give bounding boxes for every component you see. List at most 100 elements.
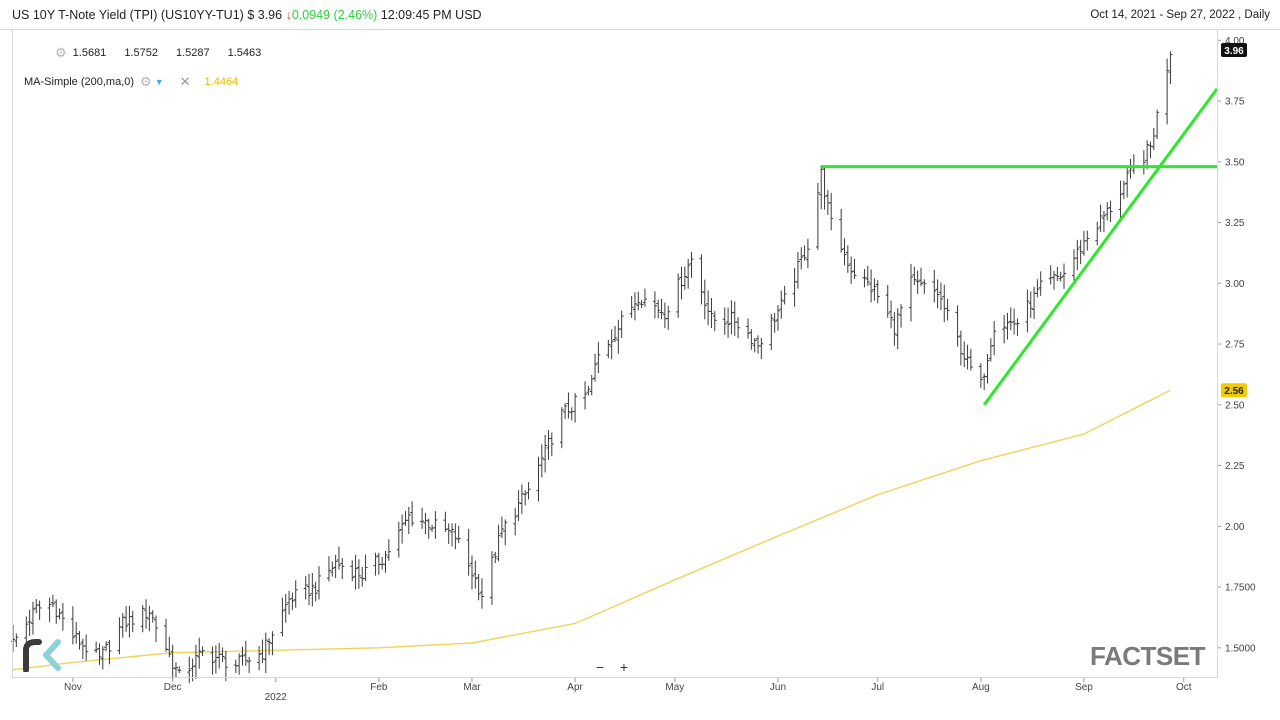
ohlc-bar (729, 300, 734, 335)
ohlc-bar (945, 298, 950, 321)
ohlc-bar (965, 344, 970, 370)
ohlc-bar (1118, 180, 1123, 222)
ohlc-bar (1105, 202, 1110, 221)
ohlc-bar (473, 560, 478, 589)
y-axis: 4.00 3.75 3.50 3.25 3.00 2.75 2.50 2.25 2.00 1.75… (1217, 36, 1256, 654)
gear-icon[interactable]: ⚙ (55, 45, 67, 60)
ohlc-bar (732, 301, 737, 336)
interval[interactable]: , Daily (1238, 9, 1270, 21)
ohlc-bar (60, 602, 65, 631)
ohlc-bar (1062, 263, 1067, 289)
ohlc-bar (200, 646, 205, 657)
ohlc-bar (516, 490, 521, 521)
ohlc-bar (988, 338, 993, 362)
chevron-down-icon[interactable]: ▼ (154, 77, 164, 87)
ohlc-bar (666, 305, 671, 330)
ohlc-bar (330, 561, 335, 577)
ohlc-bar (293, 580, 298, 608)
x-tick-label: Nov (64, 682, 82, 693)
ohlc-bar (852, 258, 857, 279)
quote-currency: USD (455, 8, 482, 22)
ohlc-bar (596, 341, 601, 374)
close-icon[interactable]: ✕ (179, 74, 191, 89)
ohlc-bar (210, 646, 215, 675)
price-change-pct: (2.46%) (333, 8, 378, 22)
ohlc-bar (918, 267, 923, 287)
ohlc-low: 1.5287 (175, 47, 210, 59)
y-tick-label: 1.5000 (1225, 643, 1256, 654)
gear-icon[interactable]: ⚙ (140, 74, 152, 89)
ohlc-bar (563, 403, 568, 420)
ohlc-bar (107, 640, 112, 665)
x-tick-label: Oct (1176, 682, 1192, 693)
y-tick-label: 1.7500 (1225, 583, 1256, 594)
ohlc-bar (493, 551, 498, 564)
ohlc-bar (895, 308, 900, 350)
ohlc-bar (466, 528, 471, 576)
ohlc-bar (938, 282, 943, 311)
ohlc-bar (586, 385, 591, 396)
ohlc-bar (499, 516, 504, 538)
ohlc-bar (559, 407, 564, 449)
price-bars (11, 51, 1173, 684)
ohlc-bar (84, 634, 89, 661)
ohlc-bar (1055, 266, 1060, 281)
ohlc-bar (642, 288, 647, 307)
ohlc-bar (872, 278, 877, 301)
ohlc-bar (699, 254, 704, 305)
ohlc-bar (566, 392, 571, 419)
ohlc-bar (50, 594, 55, 607)
indicator-label: MA-Simple (200,ma,0) (24, 76, 135, 88)
ohlc-bar (779, 290, 784, 319)
ohlc-bar (1038, 271, 1043, 296)
ohlc-bar (263, 632, 268, 674)
ohlc-bar (968, 348, 973, 371)
ohlc-bar (450, 523, 455, 547)
ohlc-bar (722, 307, 727, 335)
ohlc-bar (57, 608, 62, 620)
ohlc-high: 1.5752 (124, 47, 158, 59)
ohlc-bar (70, 606, 75, 645)
ohlc-bar (792, 268, 797, 307)
ohlc-bar (829, 192, 834, 231)
ohlc-bar (526, 482, 531, 500)
indicator-legend: MA-Simple (200,ma,0) ⚙ ▼ ✕ 1.4464 (24, 74, 238, 90)
ohlc-bar (1168, 51, 1173, 85)
ohlc-bar (1008, 307, 1013, 331)
ohlc-bar (340, 558, 345, 580)
ohlc-bar (1125, 167, 1130, 198)
ohlc-open: 1.5681 (72, 47, 107, 59)
date-range[interactable]: Oct 14, 2021 - Sep 27, 2022 (1090, 9, 1235, 21)
ohlc-bar (639, 299, 644, 309)
annotations[interactable] (821, 88, 1219, 406)
ohlc-bar (629, 295, 634, 318)
rk-logo-icon (23, 639, 61, 672)
ohlc-bar (955, 305, 960, 347)
ohlc-bar (257, 645, 262, 671)
ohlc-bar (606, 339, 611, 359)
ohlc-bar (310, 572, 315, 607)
ohlc-bar (992, 320, 997, 356)
ohlc-bar (679, 266, 684, 300)
ohlc-bar (237, 653, 242, 675)
zoom-out-button[interactable]: − (595, 659, 605, 675)
ohlc-bar (247, 656, 252, 673)
ohlc-bar (659, 298, 664, 320)
ohlc-bar (935, 279, 940, 309)
ohlc-bar (636, 291, 641, 311)
ohlc-bar (1155, 109, 1160, 140)
ohlc-bar (932, 269, 937, 303)
y-tick-label: 2.00 (1225, 522, 1245, 533)
ohlc-bar (632, 292, 637, 321)
zoom-in-button[interactable]: + (619, 659, 629, 675)
last-price-badge-bg (1221, 43, 1247, 58)
ohlc-bar (543, 434, 548, 473)
ohlc-bar (117, 617, 122, 655)
ohlc-bar (420, 507, 425, 529)
ohlc-bar (167, 636, 172, 658)
ohlc-bar (283, 593, 288, 623)
ohlc-bar (1098, 204, 1103, 233)
ohlc-bar (899, 304, 904, 328)
ohlc-bar (193, 644, 198, 680)
